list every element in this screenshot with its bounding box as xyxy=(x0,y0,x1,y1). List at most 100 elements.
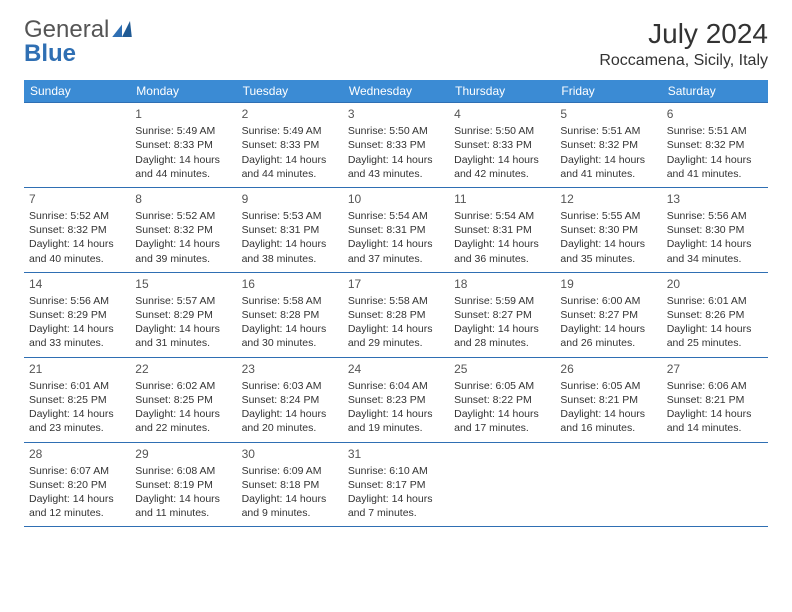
sunrise-line: Sunrise: 6:05 AM xyxy=(560,379,656,393)
sunrise-line: Sunrise: 5:52 AM xyxy=(135,209,231,223)
day-number: 8 xyxy=(135,191,231,207)
calendar-cell: 31Sunrise: 6:10 AMSunset: 8:17 PMDayligh… xyxy=(343,442,449,527)
day-number: 19 xyxy=(560,276,656,292)
daylight-line: Daylight: 14 hours and 42 minutes. xyxy=(454,153,550,181)
sunset-line: Sunset: 8:18 PM xyxy=(242,478,338,492)
sunset-line: Sunset: 8:32 PM xyxy=(667,138,763,152)
daylight-line: Daylight: 14 hours and 44 minutes. xyxy=(242,153,338,181)
day-number: 2 xyxy=(242,106,338,122)
dayname-wed: Wednesday xyxy=(343,80,449,103)
sunrise-line: Sunrise: 5:51 AM xyxy=(560,124,656,138)
day-number: 28 xyxy=(29,446,125,462)
calendar-cell: 11Sunrise: 5:54 AMSunset: 8:31 PMDayligh… xyxy=(449,187,555,272)
sunset-line: Sunset: 8:25 PM xyxy=(135,393,231,407)
daylight-line: Daylight: 14 hours and 11 minutes. xyxy=(135,492,231,520)
logo-text-2: Blue xyxy=(24,40,76,67)
day-number: 7 xyxy=(29,191,125,207)
sunrise-line: Sunrise: 6:03 AM xyxy=(242,379,338,393)
sunset-line: Sunset: 8:24 PM xyxy=(242,393,338,407)
sunrise-line: Sunrise: 6:00 AM xyxy=(560,294,656,308)
calendar-cell: 14Sunrise: 5:56 AMSunset: 8:29 PMDayligh… xyxy=(24,272,130,357)
daylight-line: Daylight: 14 hours and 23 minutes. xyxy=(29,407,125,435)
calendar-cell: 1Sunrise: 5:49 AMSunset: 8:33 PMDaylight… xyxy=(130,103,236,188)
calendar-cell: 30 Sunrise: 6:09 AMSunset: 8:18 PMDayligh… xyxy=(237,442,343,527)
calendar-cell: 20Sunrise: 6:01 AMSunset: 8:26 PMDayligh… xyxy=(662,272,768,357)
calendar-cell: 8Sunrise: 5:52 AMSunset: 8:32 PMDaylight… xyxy=(130,187,236,272)
daylight-line: Daylight: 14 hours and 34 minutes. xyxy=(667,237,763,265)
daylight-line: Daylight: 14 hours and 17 minutes. xyxy=(454,407,550,435)
day-number: 11 xyxy=(454,191,550,207)
sunset-line: Sunset: 8:27 PM xyxy=(454,308,550,322)
month-title: July 2024 xyxy=(599,18,768,50)
daylight-line: Daylight: 14 hours and 40 minutes. xyxy=(29,237,125,265)
sunset-line: Sunset: 8:21 PM xyxy=(667,393,763,407)
sunset-line: Sunset: 8:32 PM xyxy=(29,223,125,237)
calendar-cell: 19Sunrise: 6:00 AMSunset: 8:27 PMDayligh… xyxy=(555,272,661,357)
calendar-cell: 10Sunrise: 5:54 AMSunset: 8:31 PMDayligh… xyxy=(343,187,449,272)
calendar-cell xyxy=(555,442,661,527)
logo: GeneralBlue xyxy=(24,18,132,66)
sunrise-line: Sunrise: 6:06 AM xyxy=(667,379,763,393)
day-number: 14 xyxy=(29,276,125,292)
sunrise-line: Sunrise: 5:56 AM xyxy=(29,294,125,308)
daylight-line: Daylight: 14 hours and 26 minutes. xyxy=(560,322,656,350)
day-number: 27 xyxy=(667,361,763,377)
sunset-line: Sunset: 8:31 PM xyxy=(242,223,338,237)
calendar-row: 21Sunrise: 6:01 AMSunset: 8:25 PMDayligh… xyxy=(24,357,768,442)
calendar-cell: 16Sunrise: 5:58 AMSunset: 8:28 PMDayligh… xyxy=(237,272,343,357)
sunset-line: Sunset: 8:21 PM xyxy=(560,393,656,407)
calendar-cell: 7Sunrise: 5:52 AMSunset: 8:32 PMDaylight… xyxy=(24,187,130,272)
sunrise-line: Sunrise: 5:53 AM xyxy=(242,209,338,223)
sunset-line: Sunset: 8:25 PM xyxy=(29,393,125,407)
sunset-line: Sunset: 8:31 PM xyxy=(454,223,550,237)
title-block: July 2024 Roccamena, Sicily, Italy xyxy=(599,18,768,70)
header: GeneralBlue July 2024 Roccamena, Sicily,… xyxy=(24,18,768,70)
daylight-line: Daylight: 14 hours and 41 minutes. xyxy=(667,153,763,181)
daylight-line: Daylight: 14 hours and 20 minutes. xyxy=(242,407,338,435)
logo-text-1: General xyxy=(24,18,109,42)
calendar-cell: 18Sunrise: 5:59 AMSunset: 8:27 PMDayligh… xyxy=(449,272,555,357)
calendar-row: 14Sunrise: 5:56 AMSunset: 8:29 PMDayligh… xyxy=(24,272,768,357)
dayname-tue: Tuesday xyxy=(237,80,343,103)
sunrise-line: Sunrise: 5:58 AM xyxy=(348,294,444,308)
daylight-line: Daylight: 14 hours and 28 minutes. xyxy=(454,322,550,350)
calendar-cell xyxy=(24,103,130,188)
calendar-cell: 28Sunrise: 6:07 AMSunset: 8:20 PMDayligh… xyxy=(24,442,130,527)
daylight-line: Daylight: 14 hours and 31 minutes. xyxy=(135,322,231,350)
sunset-line: Sunset: 8:28 PM xyxy=(348,308,444,322)
sunset-line: Sunset: 8:33 PM xyxy=(454,138,550,152)
sunrise-line: Sunrise: 5:56 AM xyxy=(667,209,763,223)
calendar-table: Sunday Monday Tuesday Wednesday Thursday… xyxy=(24,80,768,527)
sunset-line: Sunset: 8:20 PM xyxy=(29,478,125,492)
day-number: 5 xyxy=(560,106,656,122)
calendar-cell: 15Sunrise: 5:57 AMSunset: 8:29 PMDayligh… xyxy=(130,272,236,357)
daylight-line: Daylight: 14 hours and 37 minutes. xyxy=(348,237,444,265)
day-number: 30 xyxy=(242,446,338,462)
location: Roccamena, Sicily, Italy xyxy=(599,52,768,70)
sunset-line: Sunset: 8:32 PM xyxy=(560,138,656,152)
dayname-fri: Friday xyxy=(555,80,661,103)
calendar-body: 1Sunrise: 5:49 AMSunset: 8:33 PMDaylight… xyxy=(24,103,768,527)
calendar-cell: 2Sunrise: 5:49 AMSunset: 8:33 PMDaylight… xyxy=(237,103,343,188)
day-number: 17 xyxy=(348,276,444,292)
daylight-line: Daylight: 14 hours and 29 minutes. xyxy=(348,322,444,350)
calendar-cell: 21Sunrise: 6:01 AMSunset: 8:25 PMDayligh… xyxy=(24,357,130,442)
day-number: 18 xyxy=(454,276,550,292)
sunset-line: Sunset: 8:33 PM xyxy=(242,138,338,152)
calendar-row: 1Sunrise: 5:49 AMSunset: 8:33 PMDaylight… xyxy=(24,103,768,188)
daylight-line: Daylight: 14 hours and 9 minutes. xyxy=(242,492,338,520)
sunrise-line: Sunrise: 6:09 AM xyxy=(242,464,338,478)
dayname-row: Sunday Monday Tuesday Wednesday Thursday… xyxy=(24,80,768,103)
sunrise-line: Sunrise: 6:08 AM xyxy=(135,464,231,478)
daylight-line: Daylight: 14 hours and 30 minutes. xyxy=(242,322,338,350)
day-number: 9 xyxy=(242,191,338,207)
day-number: 25 xyxy=(454,361,550,377)
dayname-sat: Saturday xyxy=(662,80,768,103)
calendar-cell: 23Sunrise: 6:03 AMSunset: 8:24 PMDayligh… xyxy=(237,357,343,442)
sunrise-line: Sunrise: 6:04 AM xyxy=(348,379,444,393)
calendar-cell: 5Sunrise: 5:51 AMSunset: 8:32 PMDaylight… xyxy=(555,103,661,188)
sunset-line: Sunset: 8:22 PM xyxy=(454,393,550,407)
daylight-line: Daylight: 14 hours and 14 minutes. xyxy=(667,407,763,435)
daylight-line: Daylight: 14 hours and 19 minutes. xyxy=(348,407,444,435)
sunrise-line: Sunrise: 6:01 AM xyxy=(667,294,763,308)
